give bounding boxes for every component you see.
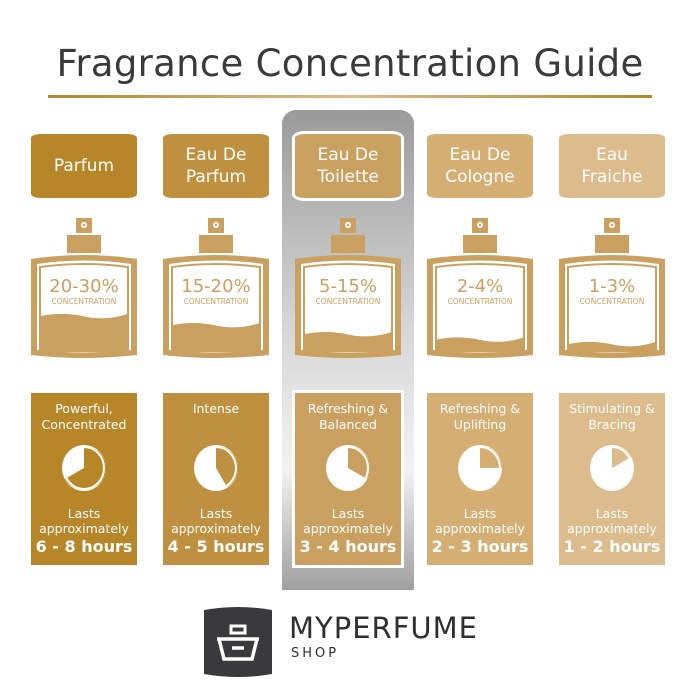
lasts-line2: approximately [171, 521, 261, 536]
longevity-card: Intense Lasts approximately 4 - 5 hours [163, 393, 269, 565]
type-label: Eau Fraiche [559, 134, 665, 198]
lasts-line1: Lasts [67, 506, 101, 521]
type-label: Eau De Toilette [295, 134, 401, 198]
character-line1: Refreshing & [439, 401, 521, 416]
clock-pie-icon [194, 445, 238, 491]
character-line1: Stimulating & [569, 401, 655, 416]
lasts-line2: approximately [435, 521, 525, 536]
perfume-bottle-icon: 2-4% CONCENTRATION [427, 218, 533, 358]
character-line2: Uplifting [453, 417, 507, 432]
concentration-value: 20-30% [49, 276, 118, 297]
concentration-fill [435, 336, 525, 352]
concentration-value: 1-3% [589, 276, 636, 297]
character-line1: Intense [192, 401, 240, 416]
lasts-line1: Lasts [463, 506, 497, 521]
type-name-line2: Fraiche [581, 167, 643, 187]
clock-pie-icon [590, 445, 634, 491]
lasts-line1: Lasts [595, 506, 629, 521]
type-name-line1: Eau De [449, 145, 511, 165]
character-line2: Concentrated [41, 417, 127, 432]
character-line1: Powerful, [55, 401, 113, 416]
perfume-bottle-icon: 5-15% CONCENTRATION [295, 218, 401, 358]
concentration-fill [39, 313, 129, 352]
type-name-line1: Parfum [53, 156, 115, 176]
type-label: Eau De Parfum [163, 134, 269, 198]
duration-value: 6 - 8 hours [35, 537, 133, 556]
perfume-bottle-icon: 15-20% CONCENTRATION [163, 218, 269, 358]
brand-logo-icon [204, 607, 272, 677]
duration-wedge [480, 446, 502, 468]
duration-value: 4 - 5 hours [167, 537, 265, 556]
lasts-line2: approximately [567, 521, 657, 536]
type-name-line2: Toilette [317, 167, 379, 187]
concentration-value: 5-15% [319, 276, 377, 297]
character-line2: Bracing [588, 417, 636, 432]
duration-wedge [348, 446, 370, 479]
type-name-line1: Eau De [185, 145, 247, 165]
concentration-value: 15-20% [181, 276, 250, 297]
title-divider [48, 95, 652, 98]
longevity-card: Stimulating & Bracing Lasts approximately … [559, 393, 665, 565]
concentration-value: 2-4% [457, 276, 504, 297]
perfume-bottle-icon: 20-30% CONCENTRATION [31, 218, 137, 358]
concentration-fill [567, 341, 657, 352]
duration-value: 2 - 3 hours [431, 537, 529, 556]
lasts-line2: approximately [39, 521, 129, 536]
type-label: Eau De Cologne [427, 134, 533, 198]
lasts-line1: Lasts [331, 506, 365, 521]
concentration-label: CONCENTRATION [184, 297, 249, 306]
longevity-card: Powerful, Concentrated Lasts approximately… [31, 393, 137, 565]
perfume-bottle-icon: 1-3% CONCENTRATION [559, 218, 665, 358]
brand-sub: SHOP [291, 646, 340, 661]
concentration-label: CONCENTRATION [316, 297, 381, 306]
type-name-line1: Eau De [317, 145, 379, 165]
concentration-label: CONCENTRATION [580, 297, 645, 306]
brand-name: MYPERFUME [289, 611, 478, 645]
duration-wedge [612, 446, 632, 468]
longevity-card: Refreshing & Uplifting Lasts approximately… [427, 393, 533, 565]
concentration-fill [171, 322, 261, 352]
concentration-fill [303, 331, 393, 352]
type-name-line2: Cologne [445, 167, 515, 187]
lasts-line2: approximately [303, 521, 393, 536]
character-line2: Balanced [319, 417, 377, 432]
type-name-line1: Eau [596, 145, 628, 165]
lasts-line1: Lasts [199, 506, 233, 521]
duration-wedge [64, 446, 106, 490]
page-title: Fragrance Concentration Guide [56, 42, 644, 85]
type-label: Parfum [31, 134, 137, 198]
longevity-card: Refreshing & Balanced Lasts approximately … [295, 393, 401, 565]
duration-value: 1 - 2 hours [563, 537, 661, 556]
character-line1: Refreshing & [307, 401, 389, 416]
clock-pie-icon [62, 445, 106, 491]
concentration-label: CONCENTRATION [448, 297, 513, 306]
clock-pie-icon [326, 445, 370, 491]
clock-pie-icon [458, 445, 502, 491]
concentration-label: CONCENTRATION [52, 297, 117, 306]
duration-value: 3 - 4 hours [299, 537, 397, 556]
type-name-line2: Parfum [185, 167, 247, 187]
